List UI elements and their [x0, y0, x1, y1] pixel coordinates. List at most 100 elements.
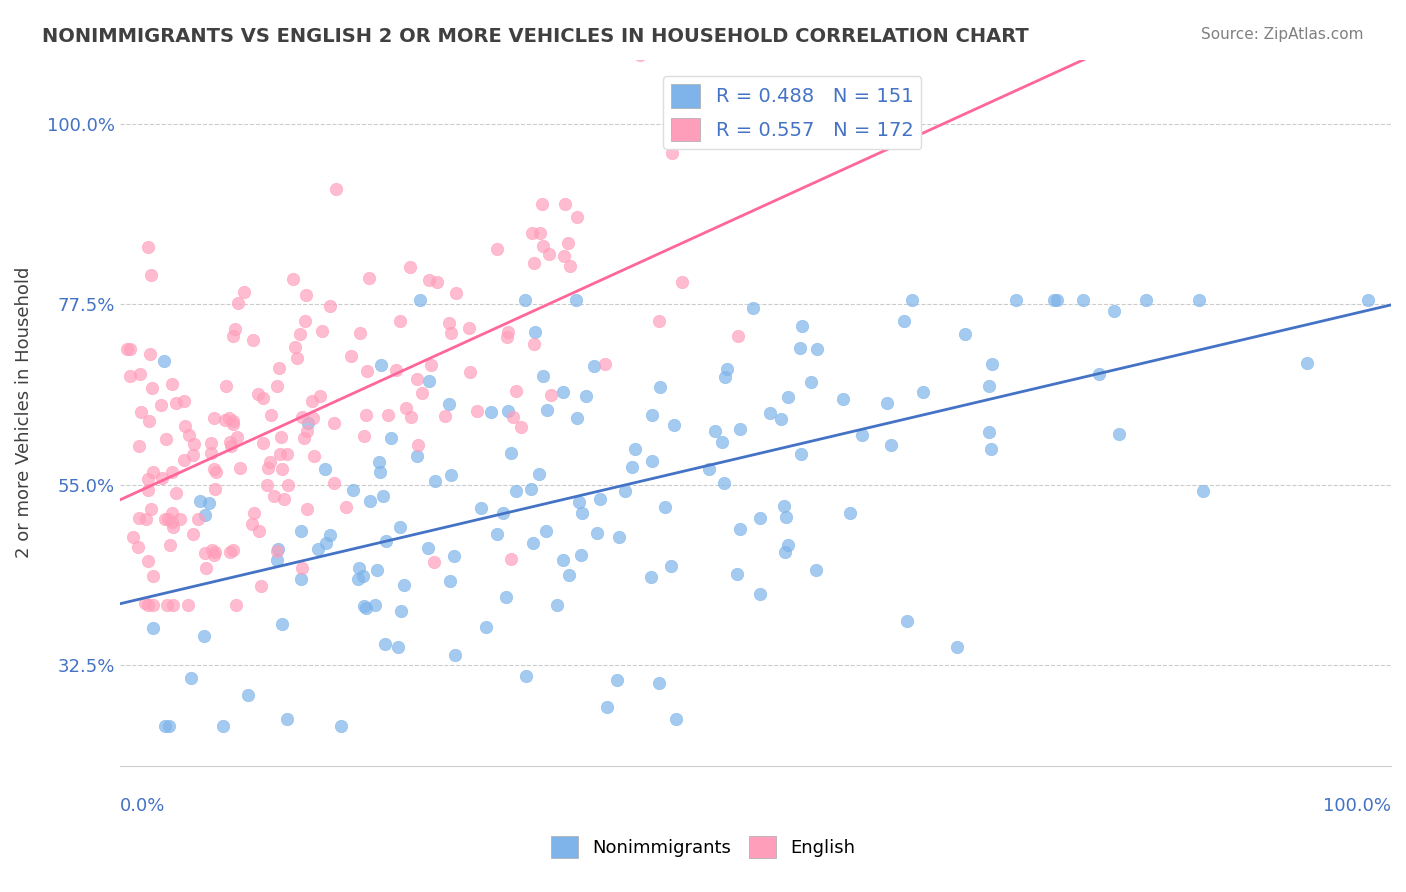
Point	[228, 296, 250, 310]
Point	[502, 410, 524, 425]
Point	[880, 438, 903, 452]
Point	[294, 314, 316, 328]
Point	[142, 569, 165, 583]
Point	[128, 439, 150, 453]
Point	[439, 574, 461, 588]
Point	[571, 506, 593, 520]
Point	[160, 377, 183, 392]
Point	[138, 347, 160, 361]
Point	[205, 465, 228, 479]
Point	[204, 483, 226, 497]
Point	[395, 401, 418, 415]
Point	[318, 527, 340, 541]
Point	[315, 536, 337, 550]
Point	[520, 226, 543, 240]
Point	[485, 242, 508, 256]
Point	[250, 579, 273, 593]
Point	[479, 405, 502, 419]
Legend: R = 0.488   N = 151, R = 0.557   N = 172: R = 0.488 N = 151, R = 0.557 N = 172	[664, 77, 921, 149]
Point	[356, 364, 378, 378]
Point	[219, 440, 242, 454]
Point	[531, 197, 554, 211]
Point	[160, 515, 183, 529]
Point	[180, 671, 202, 685]
Point	[495, 591, 517, 605]
Point	[409, 293, 432, 308]
Text: NONIMMIGRANTS VS ENGLISH 2 OR MORE VEHICLES IN HOUSEHOLD CORRELATION CHART: NONIMMIGRANTS VS ENGLISH 2 OR MORE VEHIC…	[42, 27, 1029, 45]
Text: Source: ZipAtlas.com: Source: ZipAtlas.com	[1201, 27, 1364, 42]
Point	[200, 436, 222, 450]
Point	[389, 604, 412, 618]
Point	[129, 367, 152, 381]
Point	[193, 629, 215, 643]
Point	[575, 389, 598, 403]
Point	[654, 500, 676, 515]
Point	[263, 489, 285, 503]
Point	[368, 465, 391, 479]
Point	[267, 542, 290, 557]
Point	[177, 598, 200, 612]
Point	[728, 522, 751, 536]
Point	[465, 404, 488, 418]
Point	[307, 541, 329, 556]
Point	[322, 476, 344, 491]
Point	[256, 478, 278, 492]
Point	[586, 525, 609, 540]
Y-axis label: 2 or more Vehicles in Household: 2 or more Vehicles in Household	[15, 267, 32, 558]
Point	[876, 396, 898, 410]
Point	[571, 549, 593, 563]
Point	[776, 538, 799, 552]
Point	[218, 411, 240, 425]
Legend: Nonimmigrants, English: Nonimmigrants, English	[543, 829, 863, 865]
Point	[294, 431, 316, 445]
Point	[366, 563, 388, 577]
Point	[1192, 484, 1215, 499]
Point	[529, 467, 551, 482]
Point	[204, 545, 226, 559]
Point	[232, 285, 254, 299]
Point	[534, 524, 557, 538]
Point	[553, 249, 575, 263]
Point	[162, 519, 184, 533]
Point	[256, 460, 278, 475]
Point	[661, 146, 683, 161]
Point	[565, 210, 588, 224]
Point	[1043, 293, 1066, 308]
Point	[359, 494, 381, 508]
Point	[242, 334, 264, 348]
Point	[152, 471, 174, 485]
Point	[589, 492, 612, 507]
Point	[979, 378, 1001, 392]
Point	[221, 329, 243, 343]
Point	[354, 408, 377, 422]
Point	[302, 449, 325, 463]
Point	[1295, 356, 1317, 370]
Point	[194, 546, 217, 560]
Point	[537, 247, 560, 261]
Point	[353, 599, 375, 614]
Point	[560, 259, 582, 273]
Point	[201, 542, 224, 557]
Point	[553, 553, 575, 567]
Point	[640, 570, 662, 584]
Point	[953, 327, 976, 342]
Point	[311, 324, 333, 338]
Point	[496, 330, 519, 344]
Point	[252, 391, 274, 405]
Point	[214, 413, 236, 427]
Point	[150, 398, 173, 412]
Point	[776, 390, 799, 404]
Point	[553, 385, 575, 400]
Point	[659, 559, 682, 574]
Point	[139, 501, 162, 516]
Point	[277, 477, 299, 491]
Point	[276, 712, 298, 726]
Point	[377, 408, 399, 422]
Point	[142, 598, 165, 612]
Point	[339, 349, 361, 363]
Point	[714, 370, 737, 384]
Point	[252, 435, 274, 450]
Point	[195, 560, 218, 574]
Point	[789, 341, 811, 355]
Point	[1108, 426, 1130, 441]
